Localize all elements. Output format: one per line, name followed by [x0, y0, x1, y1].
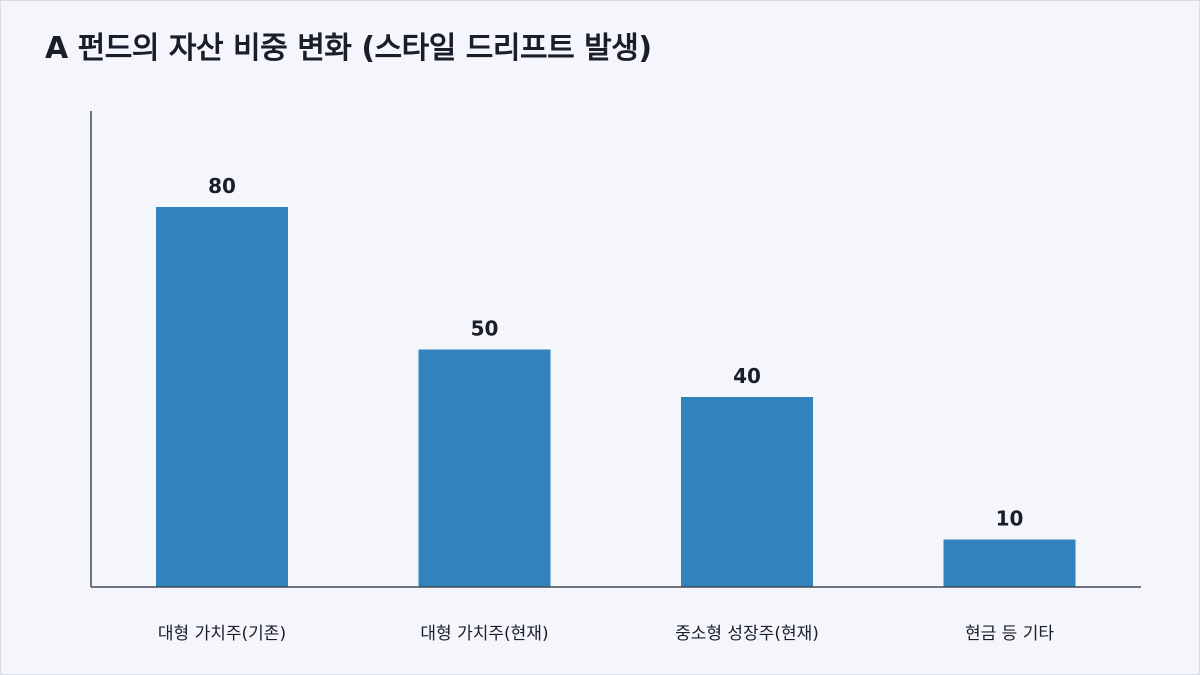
- bars-group: [156, 207, 1076, 587]
- x-tick-label-1: 대형 가치주(기존): [158, 624, 286, 644]
- value-label-3: 40: [733, 364, 761, 388]
- value-labels-group: 80 50 40 10: [208, 174, 1023, 531]
- bar-4: [943, 539, 1076, 587]
- x-tick-label-2: 대형 가치주(현재): [420, 624, 548, 644]
- bar-2: [418, 349, 551, 587]
- value-label-2: 50: [471, 317, 499, 341]
- chart-title: A 펀드의 자산 비중 변화 (스타일 드리프트 발생): [45, 31, 652, 66]
- value-label-1: 80: [208, 174, 236, 198]
- bar-1: [156, 207, 288, 587]
- x-tick-label-4: 현금 등 기타: [965, 624, 1054, 644]
- bar-3: [681, 397, 813, 587]
- x-tick-labels-group: 대형 가치주(기존) 대형 가치주(현재) 중소형 성장주(현재) 현금 등 기타: [158, 624, 1054, 644]
- value-label-4: 10: [996, 507, 1024, 531]
- x-tick-label-3: 중소형 성장주(현재): [675, 624, 819, 644]
